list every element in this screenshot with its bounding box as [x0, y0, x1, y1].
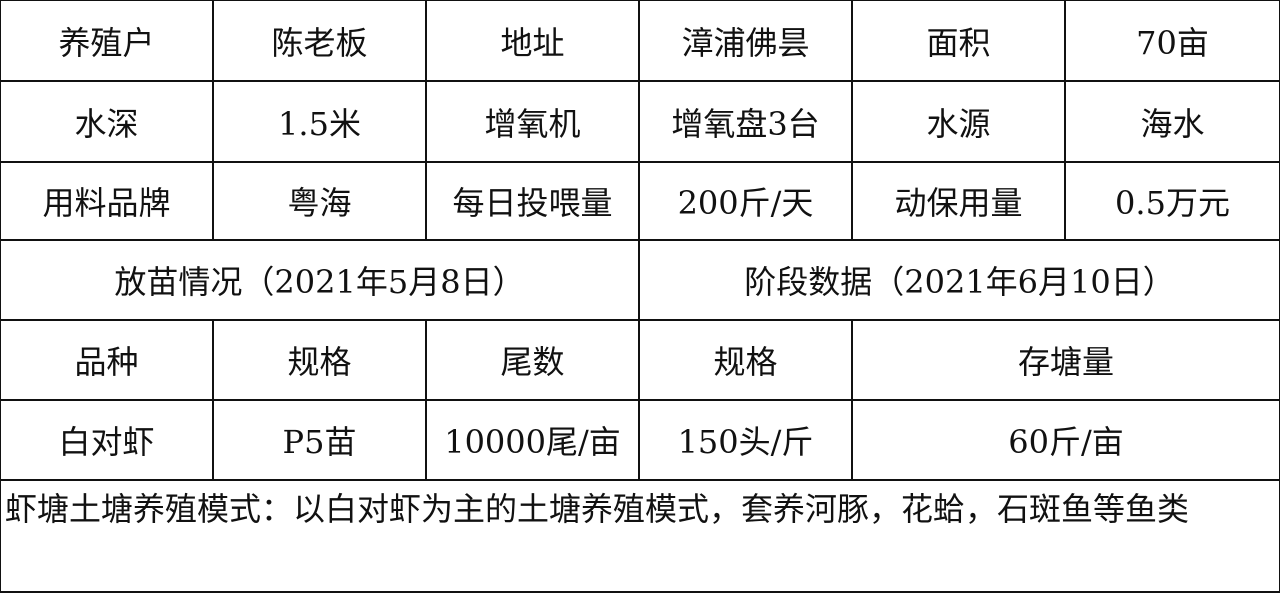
note-row: 虾塘土塘养殖模式：以白对虾为主的土塘养殖模式，套养河豚，花蛤，石斑鱼等鱼类	[0, 479, 1280, 593]
label-cell: 地址	[425, 0, 640, 82]
value-cell: 白对虾	[0, 399, 214, 481]
value-cell: 150头/斤	[638, 399, 853, 481]
farming-mode-note: 虾塘土塘养殖模式：以白对虾为主的土塘养殖模式，套养河豚，花蛤，石斑鱼等鱼类	[0, 479, 1280, 593]
label-cell: 动保用量	[851, 161, 1066, 241]
value-cell: 70亩	[1064, 0, 1280, 82]
header-cell: 规格	[212, 319, 427, 401]
header-cell: 规格	[638, 319, 853, 401]
value-cell: 0.5万元	[1064, 161, 1280, 241]
table-row: 养殖户 陈老板 地址 漳浦佛昙 面积 70亩	[0, 0, 1280, 82]
label-cell: 面积	[851, 0, 1066, 82]
value-cell: 200斤/天	[638, 161, 853, 241]
value-cell: 陈老板	[212, 0, 427, 82]
label-cell: 每日投喂量	[425, 161, 640, 241]
label-cell: 水深	[0, 80, 214, 163]
header-cell: 存塘量	[851, 319, 1280, 401]
value-cell: 增氧盘3台	[638, 80, 853, 163]
value-cell: 10000尾/亩	[425, 399, 640, 481]
table-row: 水深 1.5米 增氧机 增氧盘3台 水源 海水	[0, 80, 1280, 163]
label-cell: 养殖户	[0, 0, 214, 82]
value-cell: 海水	[1064, 80, 1280, 163]
label-cell: 用料品牌	[0, 161, 214, 241]
stocking-section-header: 放苗情况（2021年5月8日）	[0, 239, 640, 321]
table-row: 白对虾 P5苗 10000尾/亩 150头/斤 60斤/亩	[0, 399, 1280, 481]
label-cell: 增氧机	[425, 80, 640, 163]
header-cell: 尾数	[425, 319, 640, 401]
label-cell: 水源	[851, 80, 1066, 163]
section-header-row: 放苗情况（2021年5月8日） 阶段数据（2021年6月10日）	[0, 239, 1280, 321]
sub-header-row: 品种 规格 尾数 规格 存塘量	[0, 319, 1280, 401]
header-cell: 品种	[0, 319, 214, 401]
value-cell: 1.5米	[212, 80, 427, 163]
value-cell: 漳浦佛昙	[638, 0, 853, 82]
value-cell: P5苗	[212, 399, 427, 481]
stage-data-section-header: 阶段数据（2021年6月10日）	[638, 239, 1280, 321]
value-cell: 粤海	[212, 161, 427, 241]
value-cell: 60斤/亩	[851, 399, 1280, 481]
table-row: 用料品牌 粤海 每日投喂量 200斤/天 动保用量 0.5万元	[0, 161, 1280, 241]
